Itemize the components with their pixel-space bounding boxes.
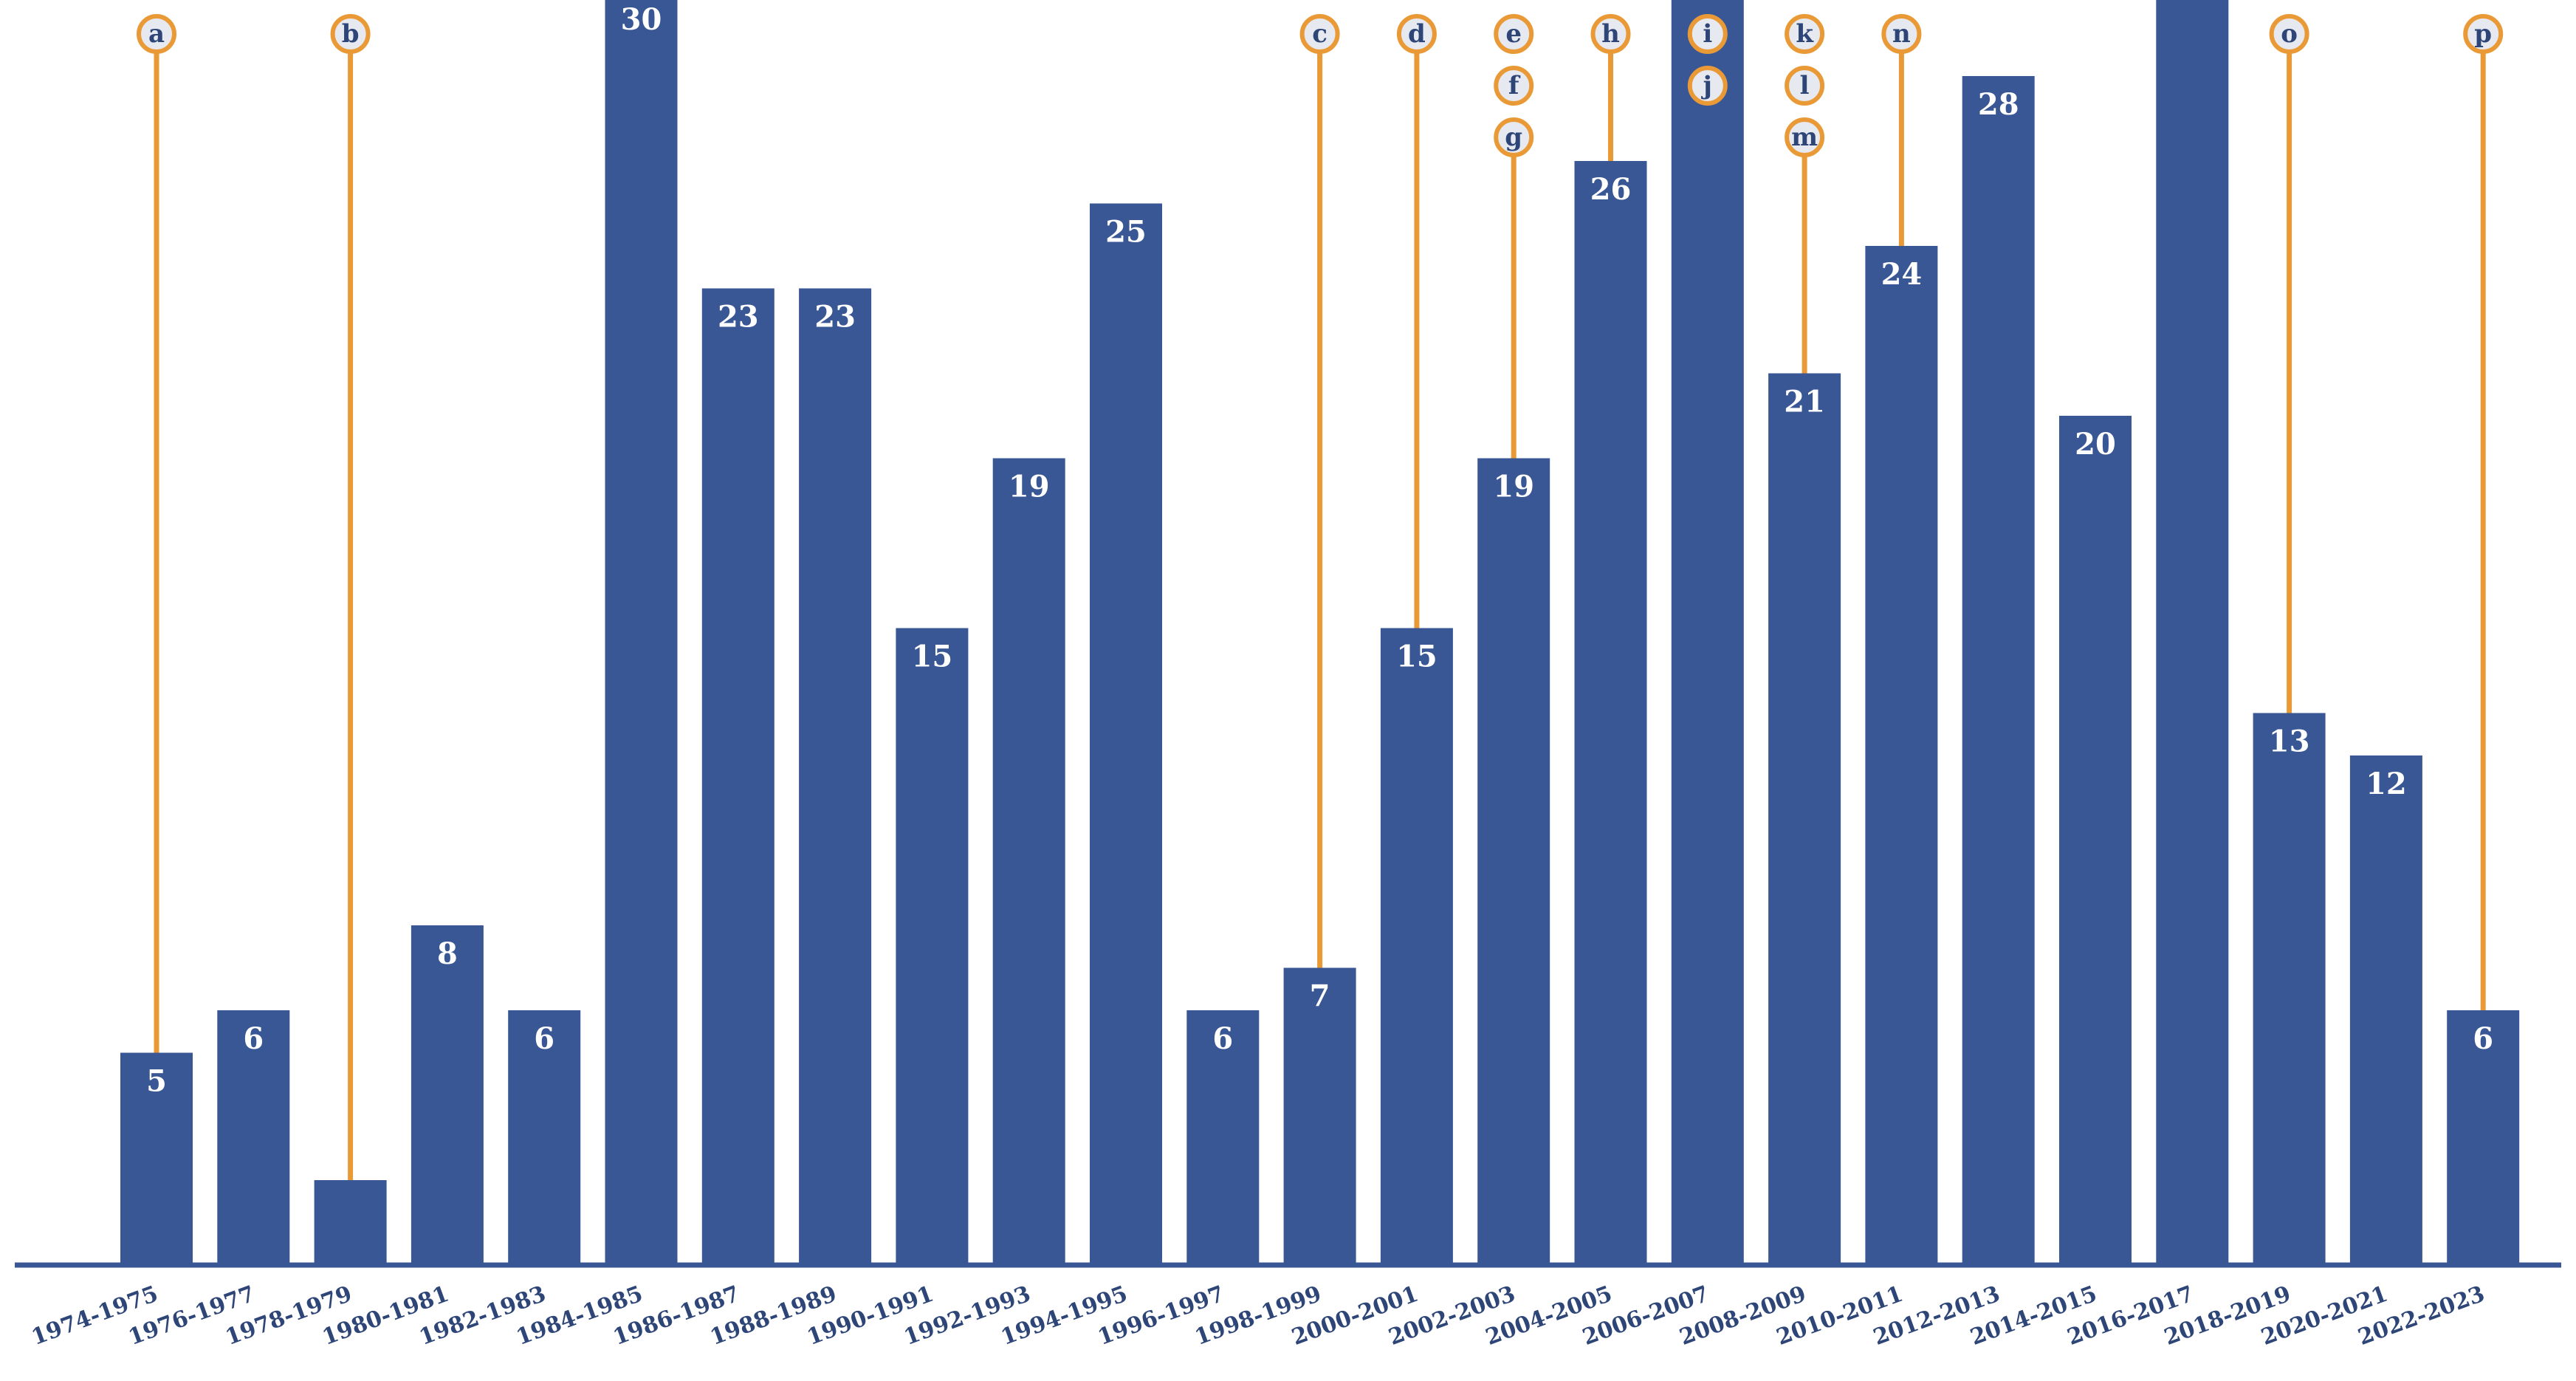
bars [120,0,2520,1265]
annotation-marker-g [1494,117,1534,157]
value-label-1998-1999: 7 [1310,979,1330,1014]
annotation-label-i: i [1703,19,1712,49]
value-labels: 5686302323151925671519263721242820391312… [146,2,2493,1099]
annotation-label-f: f [1508,71,1521,100]
x-tick-labels: 1974-19751976-19771978-19791980-19811982… [28,1281,2488,1351]
bar-2004-2005 [1574,161,1647,1265]
annotation-marker-n [1881,14,1922,54]
bar-2010-2011 [1865,246,1938,1265]
annotation-marker-p [2463,14,2504,54]
annotation-marker-k [1785,14,1825,54]
value-label-1986-1987: 23 [718,300,759,335]
annotation-marker-l [1785,66,1825,106]
annotation-label-k: k [1796,19,1814,49]
value-label-2012-2013: 28 [1978,87,2019,122]
annotation-marker-c [1299,14,1340,54]
bar-1996-1997 [1186,1010,1260,1265]
bar-2016-2017 [2156,0,2229,1265]
value-label-1974-1975: 5 [146,1064,167,1099]
value-label-2014-2015: 20 [2075,427,2116,462]
annotation-label-d: d [1408,19,1426,49]
value-label-1988-1989: 23 [814,300,856,335]
annotation-label-o: o [2281,19,2298,49]
value-label-2002-2003: 19 [1493,470,1534,504]
bar-2008-2009 [1768,373,1841,1265]
bar-2002-2003 [1477,458,1550,1265]
annotation-label-c: c [1312,19,1328,49]
value-label-2004-2005: 26 [1590,172,1632,207]
bar-1974-1975 [120,1052,193,1265]
bar-1982-1983 [508,1010,581,1265]
bar-2012-2013 [1962,76,2035,1265]
annotation-marker-f [1494,66,1534,106]
bar-1984-1985 [605,0,678,1265]
bar-2014-2015 [2059,416,2132,1265]
value-label-1994-1995: 25 [1105,215,1147,250]
annotation-marker-j [1687,66,1728,106]
value-label-2010-2011: 24 [1881,257,1923,292]
annotation-marker-e [1494,14,1534,54]
annotation-marker-h [1590,14,1631,54]
value-label-1984-1985: 30 [621,2,662,37]
annotation-label-n: n [1892,19,1911,49]
annotation-marker-a [137,14,176,54]
bar-2020-2021 [2349,755,2422,1265]
value-label-2022-2023: 6 [2473,1021,2493,1056]
annotation-marker-d [1396,14,1437,54]
bar-1992-1993 [992,458,1065,1265]
annotation-label-l: l [1800,71,1810,100]
annotation-label-b: b [342,19,360,49]
value-label-1976-1977: 6 [243,1021,264,1056]
value-label-2000-2001: 15 [1396,640,1438,674]
annotation-marker-m [1785,117,1825,157]
value-label-2020-2021: 12 [2366,767,2407,801]
annotation-label-e: e [1505,19,1522,49]
annotation-label-g: g [1505,123,1522,152]
annotation-stems [154,0,2486,1180]
annotation-marker-o [2269,14,2309,54]
bar-1980-1981 [411,925,484,1265]
bar-2006-2007 [1671,0,1744,1265]
annotation-label-a: a [148,19,165,49]
bar-1998-1999 [1283,967,1356,1265]
annotation-label-j: j [1701,71,1712,100]
bar-2000-2001 [1380,628,1453,1265]
bar-1978-1979 [314,1180,387,1265]
annotation-label-p: p [2474,19,2492,49]
bar-2022-2023 [2447,1010,2520,1265]
value-label-1982-1983: 6 [534,1021,554,1056]
bar-1988-1989 [799,288,872,1265]
value-label-2018-2019: 13 [2269,724,2310,759]
bar-2018-2019 [2253,713,2326,1265]
value-label-1980-1981: 8 [437,936,458,971]
value-label-1996-1997: 6 [1212,1021,1233,1056]
annotation-label-m: m [1791,123,1818,152]
annotation-marker-b [330,14,371,54]
value-label-1990-1991: 15 [912,640,953,674]
bar-1976-1977 [217,1010,290,1265]
value-label-1992-1993: 19 [1009,470,1050,504]
value-label-2008-2009: 21 [1784,385,1825,419]
annotation-label-h: h [1601,19,1620,49]
bar-1994-1995 [1090,203,1162,1265]
bar-1986-1987 [701,288,774,1265]
bar-1990-1991 [896,628,969,1265]
annotation-markers: a b c d efg h ij klm n o p [137,14,2504,157]
annotation-marker-i [1687,14,1728,54]
